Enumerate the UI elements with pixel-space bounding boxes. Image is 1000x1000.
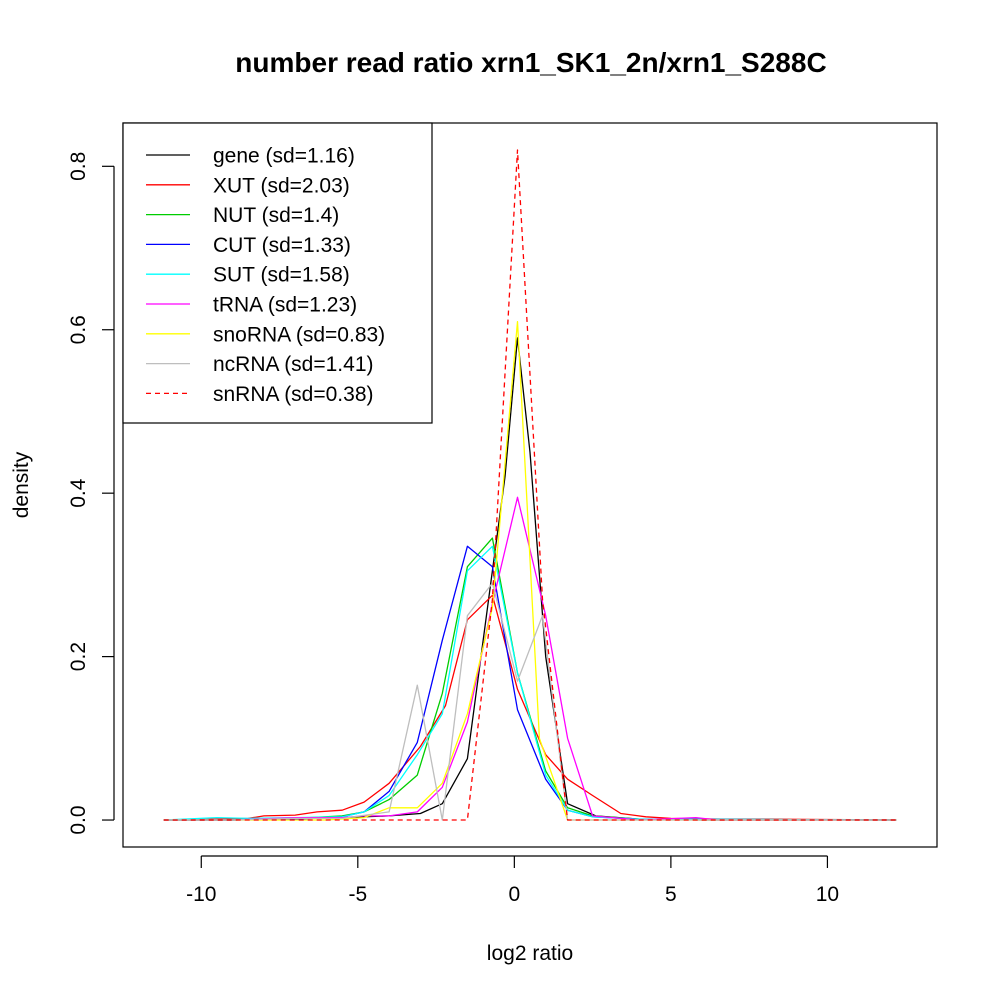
legend-label: SUT (sd=1.58): [213, 264, 350, 287]
x-axis-label: log2 ratio: [487, 942, 573, 965]
legend-label: ncRNA (sd=1.41): [213, 353, 374, 376]
x-tick-label: 0: [509, 883, 521, 906]
plot-frame: [122, 122, 938, 848]
legend-label: NUT (sd=1.4): [213, 204, 339, 227]
x-tick-label: 5: [665, 883, 677, 906]
y-tick-label: 0.4: [67, 478, 90, 508]
y-tick-label: 0.6: [67, 315, 90, 344]
legend-label: snoRNA (sd=0.83): [213, 323, 385, 346]
x-tick-label: 10: [816, 883, 839, 906]
series-lines: [163, 149, 897, 821]
chart-title: number read ratio xrn1_SK1_2n/xrn1_S288C: [235, 47, 826, 78]
legend-label: tRNA (sd=1.23): [213, 294, 357, 317]
series-line: [163, 320, 897, 821]
legend-label: snRNA (sd=0.38): [213, 383, 374, 406]
y-axis: 0.0 0.2 0.4 0.6 0.8: [67, 152, 115, 835]
x-tick-label: -10: [186, 883, 216, 906]
legend-label: XUT (sd=2.03): [213, 174, 350, 197]
x-axis: -10 -5 0 5 10: [186, 855, 839, 906]
y-tick-label: 0.0: [67, 805, 90, 834]
legend-label: gene (sd=1.16): [213, 145, 355, 168]
y-axis-label: density: [10, 451, 33, 518]
legend: gene (sd=1.16) XUT (sd=2.03) NUT (sd=1.4) C…: [122, 122, 433, 424]
legend-box: [122, 122, 433, 424]
x-tick-label: -5: [348, 883, 367, 906]
series-line: [163, 149, 897, 821]
y-tick-label: 0.8: [67, 152, 90, 181]
legend-label: CUT (sd=1.33): [213, 234, 351, 257]
y-tick-label: 0.2: [67, 642, 90, 671]
